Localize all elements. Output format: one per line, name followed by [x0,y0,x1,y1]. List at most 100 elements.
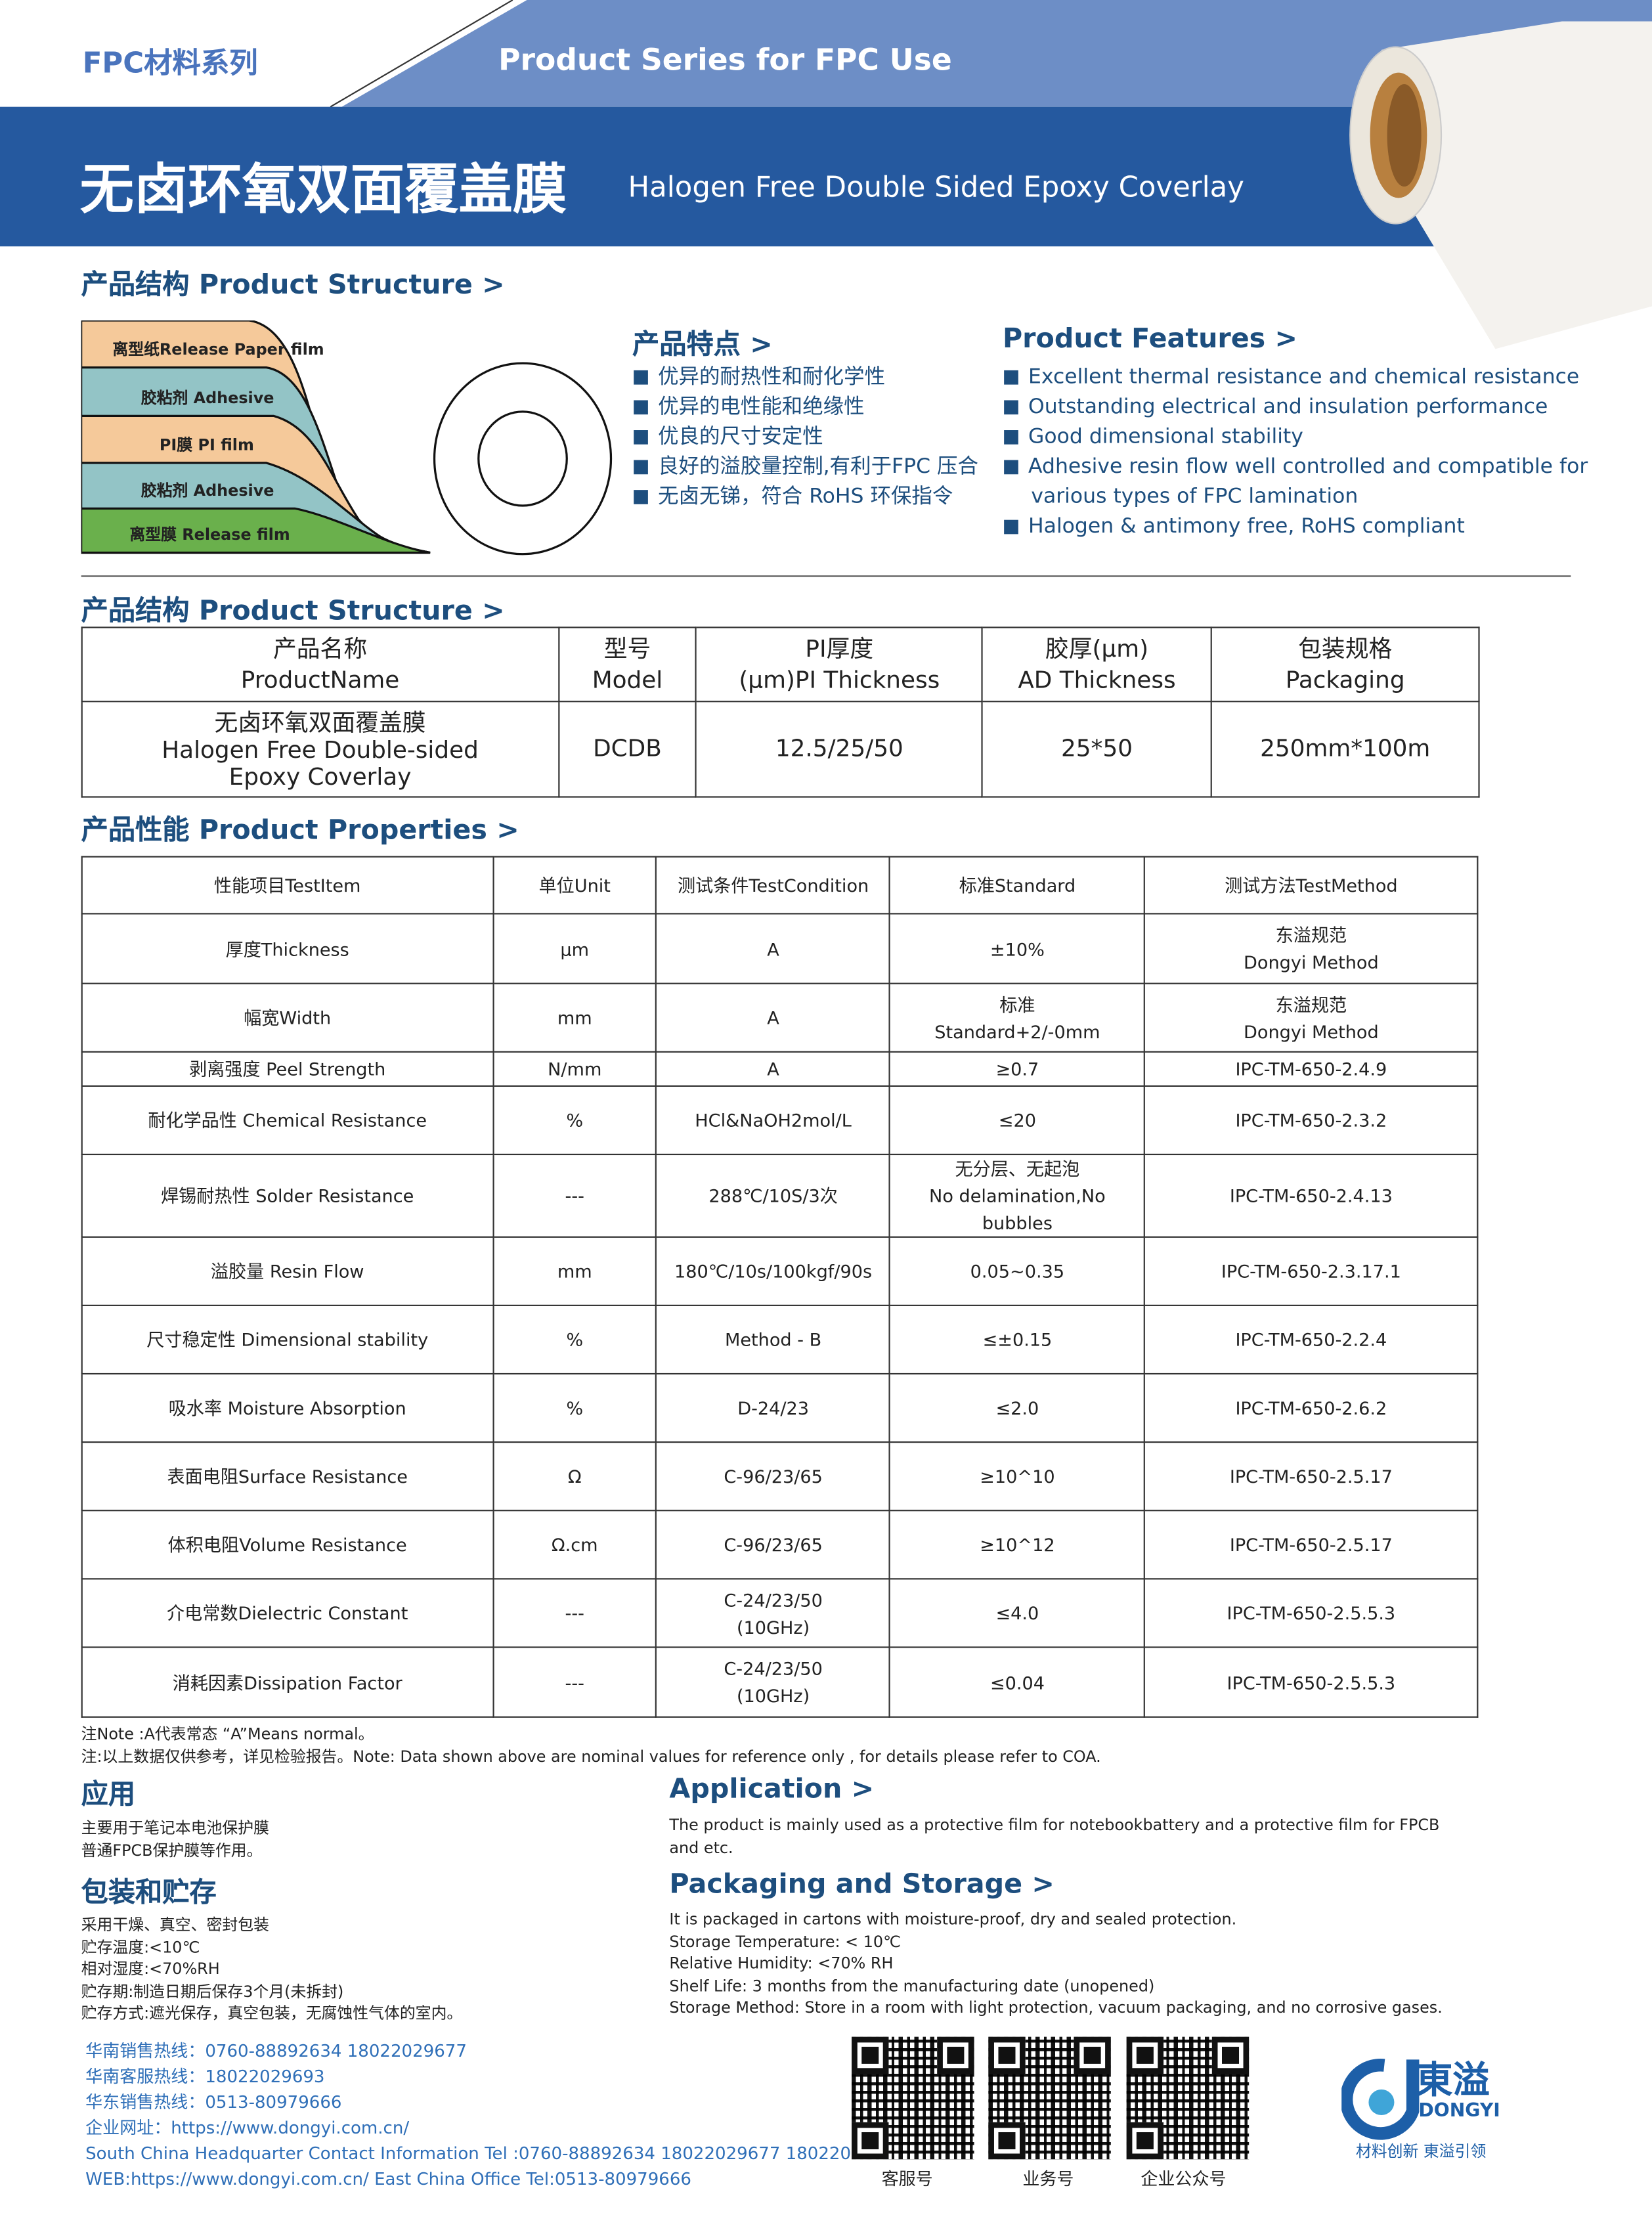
table-cell: Ω [492,1441,657,1512]
table-cell: 表面电阻Surface Resistance [81,1441,494,1512]
table-cell: ≥10^10 [889,1441,1146,1512]
header-cell: 型号 Model [557,626,697,703]
layer-label: 胶粘剂 Adhesive [141,389,274,408]
features-en-list: Excellent thermal resistance and chemica… [1003,363,1588,542]
section-title-product: 产品结构 Product Structure > [81,595,505,627]
page-title-cn: 无卤环氧双面覆盖膜 [79,158,567,221]
table-row: 消耗因素Dissipation Factor --- C-24/23/50 (10G… [81,1646,1479,1718]
table-cell: HCl&NaOH2mol/L [655,1085,891,1156]
logo-text-en: DONGYI [1418,2101,1500,2122]
features-cn-title: 产品特点 > [632,329,773,361]
series-label-cn: FPC材料系列 [82,45,258,80]
feature-item: 优异的电性能和绝缘性 [632,393,978,424]
layer-label: 离型膜 Release film [129,525,290,544]
qr-code-official-account [1126,2036,1250,2160]
product-table: 产品名称 ProductName 型号 Model PI厚度 (μm)PI Thick… [81,626,1480,798]
feature-item: 优良的尺寸安定性 [632,423,978,453]
dongyi-logo: 東溢 DONGYI 材料创新 東溢引领 [1341,2051,1555,2165]
qr-label: 业务号 [1022,2169,1074,2189]
table-row: 尺寸稳定性 Dimensional stability% Method - B ≤±… [81,1304,1479,1375]
qr-code-business [988,2036,1111,2160]
qr-label: 客服号 [881,2169,933,2189]
feature-item: 无卤无锑，符合 RoHS 环保指令 [632,483,978,513]
header-cell: 性能项目TestItem [81,856,494,915]
storage-en-text: It is packaged in cartons with moisture-… [669,1910,1443,2017]
table-cell: --- [492,1646,657,1718]
contact-info: 华南销售热线：0760-88892634 18022029677 华南客服热线：… [85,2038,905,2192]
cell-pi-thickness: 12.5/25/50 [695,701,984,798]
feature-item: Excellent thermal resistance and chemica… [1003,363,1588,393]
header-cell: 测试条件TestCondition [655,856,891,915]
application-en-title: Application > [669,1773,875,1805]
website-link[interactable]: 企业网址：https://www.dongyi.com.cn/ [85,2118,410,2138]
logo-slogan: 材料创新 東溢引领 [1355,2142,1487,2161]
header-cell: 单位Unit [492,856,657,915]
structure-diagram [81,320,613,556]
contact-line: 华东销售热线：0513-80979666 [85,2092,342,2113]
table-cell: 幅宽Width [81,982,494,1053]
table-cell: 东溢规范 Dongyi Method [1144,982,1479,1053]
table-cell: ≥10^12 [889,1510,1146,1580]
table-cell: 标准 Standard+2/-0mm [889,982,1146,1053]
table-cell: Method - B [655,1304,891,1375]
table-row: 介电常数Dielectric Constant --- C-24/23/50 (10… [81,1578,1479,1648]
table-cell: IPC-TM-650-2.5.5.3 [1144,1578,1479,1648]
table-cell: ≤0.04 [889,1646,1146,1718]
header-cell: PI厚度 (μm)PI Thickness [695,626,984,703]
table-row: 剥离强度 Peel Strength N/mm A ≥0.7 IPC-TM-650-2.… [81,1051,1479,1087]
table-cell: IPC-TM-650-2.3.17.1 [1144,1236,1479,1306]
contact-line: 华南销售热线：0760-88892634 18022029677 [85,2041,467,2061]
table-cell: IPC-TM-650-2.4.9 [1144,1051,1479,1087]
header-cell: 测试方法TestMethod [1144,856,1479,915]
features-cn-list: 优异的耐热性和耐化学性 优异的电性能和绝缘性 优良的尺寸安定性 良好的溢胶量控制… [632,363,978,513]
contact-line[interactable]: WEB:https://www.dongyi.com.cn/ East Chin… [85,2169,691,2189]
table-cell: 剥离强度 Peel Strength [81,1051,494,1087]
table-cell: 厚度Thickness [81,913,494,984]
table-cell: IPC-TM-650-2.6.2 [1144,1372,1479,1443]
table-row: 焊锡耐热性 Solder Resistance --- 288℃/10S/3次 无分层… [81,1153,1479,1238]
table-cell: μm [492,913,657,984]
table-cell: D-24/23 [655,1372,891,1443]
storage-en-title: Packaging and Storage > [669,1868,1054,1900]
note-1: 注Note :A代表常态 “A”Means normal。 [81,1724,374,1743]
logo-text-cn: 東溢 [1415,2059,1490,2103]
table-cell: ±10% [889,913,1146,984]
table-cell: A [655,913,891,984]
table-cell: ≤20 [889,1085,1146,1156]
feature-item: Halogen & antimony free, RoHS compliant [1003,513,1588,543]
table-cell: IPC-TM-650-2.5.5.3 [1144,1646,1479,1718]
qr-code-customer-service [852,2036,974,2160]
table-cell: A [655,1051,891,1087]
table-cell: 耐化学品性 Chemical Resistance [81,1085,494,1156]
table-cell: C-96/23/65 [655,1441,891,1512]
film-roll-image [1349,21,1652,349]
table-cell: A [655,982,891,1053]
table-row: 无卤环氧双面覆盖膜 Halogen Free Double-sided Epoxy … [81,701,1480,798]
layer-label: 离型纸Release Paper film [112,340,324,359]
feature-item: Good dimensional stability [1003,423,1588,453]
table-row: 厚度Thickness μm A ±10% 东溢规范 Dongyi Method [81,913,1479,984]
table-cell: 尺寸稳定性 Dimensional stability [81,1304,494,1375]
features-en-title: Product Features > [1002,323,1298,355]
table-cell: 介电常数Dielectric Constant [81,1578,494,1648]
storage-cn-text: 采用干燥、真空、密封包装 贮存温度:<10℃ 相对湿度:<70%RH 贮存期:制造日期… [81,1916,463,2023]
feature-item: Outstanding electrical and insulation pe… [1003,393,1588,424]
cell-model: DCDB [557,701,697,798]
section-title-properties: 产品性能 Product Properties > [81,814,519,846]
table-cell: 溢胶量 Resin Flow [81,1236,494,1306]
table-cell: mm [492,1236,657,1306]
table-cell: --- [492,1578,657,1648]
table-cell: --- [492,1153,657,1238]
contact-line: South China Headquarter Contact Informat… [85,2143,905,2164]
cell-product-name: 无卤环氧双面覆盖膜 Halogen Free Double-sided Epoxy … [81,701,559,798]
table-cell: 无分层、无起泡 No delamination,No bubbles [889,1153,1146,1238]
table-row: 溢胶量 Resin Flow mm 180℃/10s/100kgf/90s 0.05~… [81,1236,1479,1306]
table-cell: C-24/23/50 (10GHz) [655,1646,891,1718]
application-cn-title: 应用 [81,1779,136,1810]
table-cell: IPC-TM-650-2.5.17 [1144,1441,1479,1512]
table-cell: mm [492,982,657,1053]
table-cell: 东溢规范 Dongyi Method [1144,913,1479,984]
table-cell: 吸水率 Moisture Absorption [81,1372,494,1443]
layer-label: PI膜 PI film [159,435,254,454]
